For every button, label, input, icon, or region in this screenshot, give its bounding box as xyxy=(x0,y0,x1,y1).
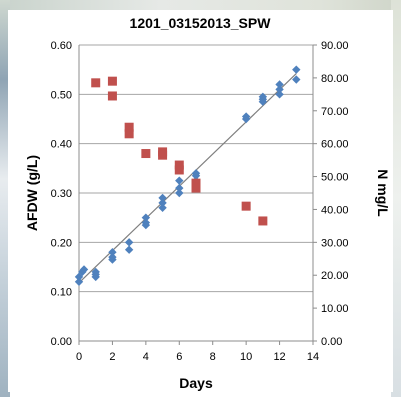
nitrogen-point xyxy=(174,160,184,170)
x-tick-label: 10 xyxy=(240,351,252,363)
nitrogen-point xyxy=(191,183,201,193)
afdw-point xyxy=(191,169,201,178)
trendline xyxy=(78,73,297,284)
left-tick-label: 0.50 xyxy=(51,89,72,101)
x-tick-label: 2 xyxy=(109,351,115,363)
nitrogen-point xyxy=(158,150,168,160)
right-tick-label: 70.00 xyxy=(321,106,349,118)
chart-panel xyxy=(8,10,393,392)
right-tick-label: 90.00 xyxy=(321,40,349,52)
right-tick-label: 50.00 xyxy=(321,172,349,184)
afdw-point xyxy=(175,176,184,185)
right-tick-label: 30.00 xyxy=(321,237,349,249)
right-tick-label: 40.00 xyxy=(321,204,349,216)
afdw-point xyxy=(292,75,301,84)
afdw-point xyxy=(124,238,134,247)
data-points xyxy=(74,65,301,286)
afdw-point xyxy=(158,193,167,203)
afdw-point xyxy=(91,267,100,277)
chart-title: 1201_03152013_SPW xyxy=(130,15,272,31)
nitrogen-point xyxy=(91,78,101,88)
afdw-point xyxy=(158,198,167,208)
nitrogen-point xyxy=(107,91,117,101)
x-tick-label: 4 xyxy=(143,351,149,363)
nitrogen-point xyxy=(258,216,268,226)
afdw-point xyxy=(141,218,151,227)
right-axis-title: N mg/L xyxy=(375,169,391,217)
left-tick-label: 0.60 xyxy=(51,40,72,52)
nitrogen-point xyxy=(124,122,134,132)
right-tick-label: 60.00 xyxy=(321,139,349,151)
x-axis-title: Days xyxy=(179,375,213,391)
afdw-point xyxy=(275,80,284,89)
x-tick-label: 6 xyxy=(176,351,182,363)
afdw-point xyxy=(124,245,134,254)
afdw-point xyxy=(258,92,268,101)
nitrogen-point xyxy=(191,178,201,188)
nitrogen-point xyxy=(124,129,134,139)
left-tick-label: 0.30 xyxy=(51,188,72,200)
afdw-point xyxy=(175,188,184,198)
nitrogen-point xyxy=(141,149,151,159)
right-tick-label: 10.00 xyxy=(321,303,349,315)
left-axis-ticks: 0.00 0.10 0.20 0.30 0.40 0.50 0.60 xyxy=(51,40,72,348)
right-tick-label: 80.00 xyxy=(321,73,349,85)
nitrogen-point xyxy=(241,201,251,211)
x-tick-label: 0 xyxy=(76,351,82,363)
left-tick-label: 0.40 xyxy=(51,139,72,151)
x-tick-label: 8 xyxy=(210,351,216,363)
afdw-point xyxy=(275,90,284,99)
afdw-point xyxy=(141,213,151,222)
background-strip-right xyxy=(391,0,401,397)
x-tick-label: 14 xyxy=(307,351,319,363)
afdw-point xyxy=(241,112,251,121)
nitrogen-point xyxy=(107,76,117,86)
right-axis-ticks: 0.00 10.00 20.00 30.00 40.00 50.00 60.00 70.00 8… xyxy=(313,40,349,348)
nitrogen-point xyxy=(174,165,184,175)
x-tick-label: 12 xyxy=(273,351,285,363)
left-tick-label: 0.10 xyxy=(51,287,72,299)
afdw-point xyxy=(175,183,184,193)
afdw-point xyxy=(108,252,117,262)
afdw-point xyxy=(74,277,84,286)
afdw-point xyxy=(158,203,167,212)
background-strip-top xyxy=(0,0,401,12)
right-tick-label: 0.00 xyxy=(321,336,342,348)
left-axis-title: AFDW (g/L) xyxy=(24,155,40,231)
right-tick-label: 20.00 xyxy=(321,270,349,282)
background-strip-left xyxy=(0,0,10,397)
afdw-point xyxy=(275,85,284,94)
left-tick-label: 0.20 xyxy=(51,237,72,249)
afdw-point xyxy=(292,65,301,74)
afdw-point xyxy=(79,265,89,274)
trendline-group xyxy=(78,73,297,284)
x-axis-ticks: 0 2 4 6 8 10 12 14 xyxy=(76,341,319,363)
afdw-point xyxy=(108,248,117,257)
left-tick-label: 0.00 xyxy=(51,336,72,348)
